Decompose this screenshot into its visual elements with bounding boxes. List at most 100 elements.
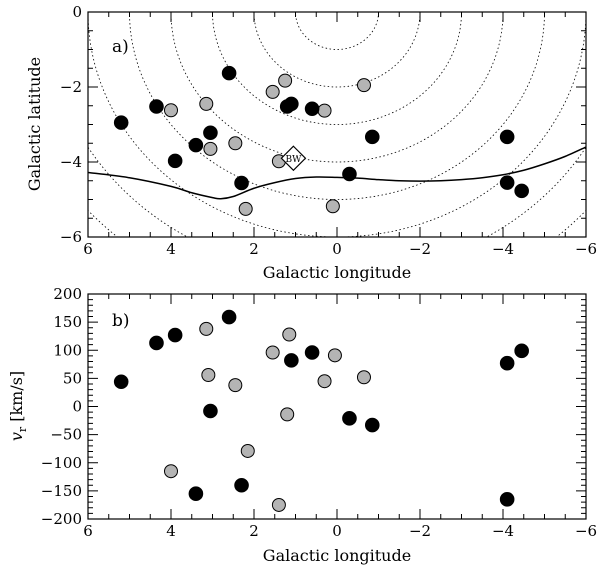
concentric-circle bbox=[170, 12, 504, 163]
a-xtick-label: −4 bbox=[492, 240, 514, 258]
a-point-filled bbox=[203, 125, 218, 141]
a-point-filled bbox=[499, 175, 515, 190]
b-point-open bbox=[199, 321, 214, 336]
a-point-filled bbox=[113, 115, 129, 130]
a-ytick-label: −2 bbox=[60, 78, 82, 96]
panel-a-ylabel: Galactic latitude bbox=[25, 57, 44, 191]
panel-a-xlabel: Galactic longitude bbox=[263, 263, 411, 282]
a-point-open bbox=[278, 73, 293, 88]
concentric-circles bbox=[88, 12, 586, 237]
b-xtick-label: −4 bbox=[492, 522, 514, 540]
b-point-filled bbox=[514, 343, 529, 359]
b-point-open bbox=[327, 348, 342, 363]
b-point-open bbox=[201, 368, 216, 382]
a-ytick-label: −4 bbox=[60, 153, 82, 171]
b-xtick-label: 6 bbox=[83, 522, 93, 540]
a-ytick-label: 0 bbox=[72, 3, 82, 21]
a-point-open bbox=[199, 96, 214, 111]
a-point-filled bbox=[234, 175, 249, 191]
a-xtick-label: −6 bbox=[575, 240, 597, 258]
panel-b-ylabel-unit: [km/s] bbox=[7, 371, 26, 427]
a-point-open bbox=[317, 103, 332, 118]
panel-b-ylabel-main: v bbox=[7, 432, 26, 441]
b-ytick-label: −50 bbox=[50, 426, 82, 444]
a-point-filled bbox=[279, 99, 295, 114]
b-point-open bbox=[228, 378, 243, 393]
b-point-open bbox=[271, 497, 286, 512]
panel-b-points bbox=[113, 309, 529, 512]
panel-a-points bbox=[113, 65, 529, 216]
b-ytick-label: −100 bbox=[41, 454, 82, 472]
a-point-filled bbox=[188, 137, 204, 153]
b-point-open bbox=[282, 327, 297, 342]
b-ytick-label: −150 bbox=[41, 482, 82, 500]
a-ytick-label: −6 bbox=[60, 228, 82, 246]
a-xtick-label: 2 bbox=[249, 240, 259, 258]
b-point-filled bbox=[113, 374, 129, 390]
a-point-filled bbox=[167, 153, 183, 169]
panel-b-ticks: 6 4 2 0 −2 −4 −6 200 150 100 50 0 −50 −100 −150 −200 bbox=[41, 285, 597, 540]
b-point-filled bbox=[188, 486, 204, 501]
b-point-filled bbox=[149, 335, 164, 351]
a-xtick-label: 0 bbox=[332, 240, 342, 258]
concentric-circle bbox=[295, 12, 379, 50]
b-point-filled bbox=[221, 309, 237, 325]
b-xtick-label: 0 bbox=[332, 522, 342, 540]
a-point-filled bbox=[342, 166, 357, 182]
b-point-open bbox=[317, 374, 332, 389]
panel-b-frame bbox=[87, 293, 587, 520]
b-point-filled bbox=[167, 327, 183, 343]
a-point-open bbox=[228, 136, 243, 151]
panel-a-ticks: 6 4 2 0 −2 −4 −6 0 −2 −4 −6 bbox=[60, 3, 597, 258]
b-point-filled bbox=[203, 403, 218, 419]
b-point-filled bbox=[342, 411, 357, 426]
a-xtick-label: 4 bbox=[166, 240, 176, 258]
panel-b-ylabel-sub: r bbox=[16, 426, 29, 432]
panel-a-frame bbox=[87, 11, 587, 238]
b-point-open bbox=[265, 345, 280, 360]
a-xtick-label: −2 bbox=[409, 240, 431, 258]
a-point-filled bbox=[221, 65, 237, 81]
b-xtick-label: −6 bbox=[575, 522, 597, 540]
a-point-filled bbox=[499, 129, 515, 145]
boundary-curve bbox=[88, 146, 586, 200]
a-point-open bbox=[356, 78, 371, 93]
panel-a-latitude-vs-longitude: BW 6 4 2 0 −2 −4 −6 0 −2 −4 −6 a) Galactic longitu… bbox=[25, 3, 597, 282]
b-point-filled bbox=[284, 353, 299, 368]
b-ytick-label: 150 bbox=[53, 313, 82, 331]
b-point-open bbox=[240, 443, 255, 458]
a-point-filled bbox=[149, 99, 164, 114]
bw-marker-diamond bbox=[280, 145, 307, 172]
b-point-open bbox=[356, 370, 371, 385]
panel-a-label: a) bbox=[112, 37, 129, 57]
b-point-filled bbox=[499, 355, 515, 371]
panel-b-ylabel: vr [km/s] bbox=[7, 371, 29, 441]
b-ytick-label: 0 bbox=[72, 398, 82, 416]
b-ytick-label: 100 bbox=[53, 341, 82, 359]
panel-b-label: b) bbox=[112, 311, 130, 331]
b-ytick-label: 200 bbox=[53, 285, 82, 303]
bw-marker-label: BW bbox=[285, 155, 302, 165]
a-point-filled bbox=[514, 183, 529, 199]
a-xtick-label: 6 bbox=[83, 240, 93, 258]
b-xtick-label: −2 bbox=[409, 522, 431, 540]
b-xtick-label: 4 bbox=[166, 522, 176, 540]
boundary-curve-group bbox=[88, 146, 586, 200]
a-point-open bbox=[238, 201, 253, 216]
panel-b-velocity-vs-longitude: 6 4 2 0 −2 −4 −6 200 150 100 50 0 −50 −100 −150 −200 b)… bbox=[7, 285, 597, 565]
concentric-circle bbox=[129, 12, 545, 200]
b-xtick-label: 2 bbox=[249, 522, 259, 540]
b-ytick-label: 50 bbox=[63, 369, 82, 387]
b-point-filled bbox=[234, 477, 249, 493]
b-point-filled bbox=[499, 492, 515, 507]
b-point-filled bbox=[304, 345, 320, 360]
a-point-open bbox=[325, 199, 340, 214]
b-point-filled bbox=[364, 417, 380, 433]
a-point-filled bbox=[364, 129, 380, 145]
b-ytick-label: −200 bbox=[41, 510, 82, 528]
a-point-open bbox=[265, 84, 280, 99]
b-point-open bbox=[164, 464, 178, 479]
a-point-open bbox=[203, 141, 218, 156]
b-point-open bbox=[280, 407, 295, 422]
